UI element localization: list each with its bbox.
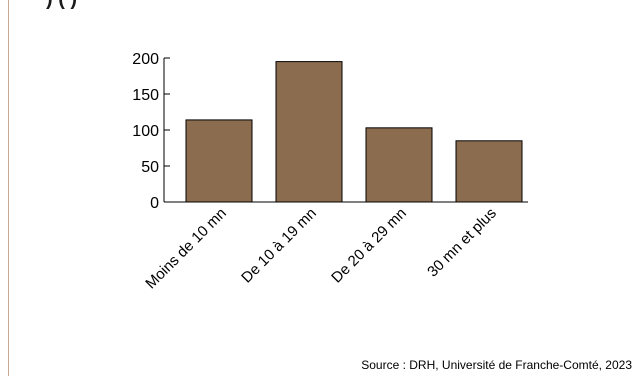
source-note: Source : DRH, Université de Franche-Comt…: [361, 358, 632, 372]
y-tick-label: 150: [132, 87, 159, 104]
x-axis-labels: Moins de 10 mn De 10 à 19 mn De 20 à 29 mn…: [142, 205, 499, 292]
chart-title-fragment: ) ( ): [0, 0, 642, 12]
y-tick-label: 200: [132, 51, 159, 68]
bar: [275, 61, 343, 203]
bar: [455, 140, 523, 203]
bar: [185, 119, 253, 203]
y-tick-label: 100: [132, 123, 159, 140]
x-tick-label: De 10 à 19 mn: [238, 205, 320, 287]
x-tick-label: De 20 à 29 mn: [328, 205, 410, 287]
x-tick-label: Moins de 10 mn: [142, 205, 229, 292]
frame-left-border: [8, 0, 9, 376]
chart-title-text: ) ( ): [46, 0, 77, 11]
bars: [185, 61, 523, 203]
x-tick-label: 30 mn et plus: [424, 205, 500, 281]
y-tick-label: 0: [150, 195, 159, 212]
y-tick-label: 50: [141, 159, 159, 176]
bar: [365, 127, 433, 203]
